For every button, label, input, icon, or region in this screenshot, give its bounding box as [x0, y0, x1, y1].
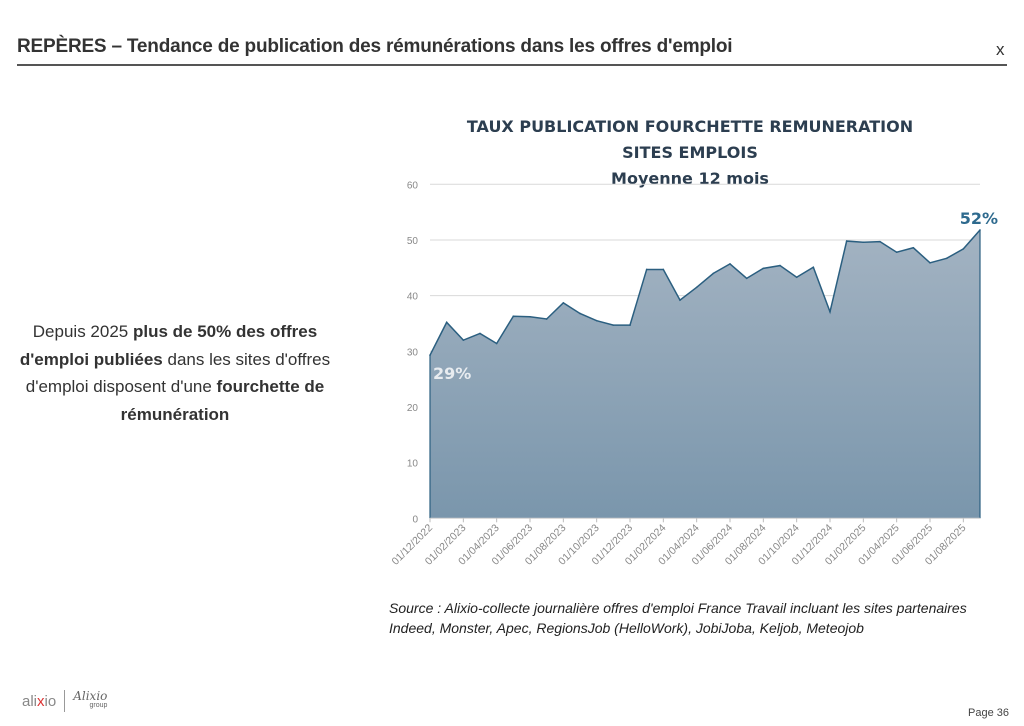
data-point [662, 268, 665, 271]
data-point [895, 251, 898, 254]
data-point [545, 318, 548, 320]
source-line1: Source : Alixio-collecte journalière off… [389, 600, 967, 616]
data-point [479, 332, 481, 335]
y-tick-label: 10 [407, 459, 419, 470]
series-line [429, 229, 981, 356]
data-point [862, 241, 865, 243]
data-point [612, 324, 615, 326]
insight-bold2: fourchette de rémunération [120, 377, 325, 424]
data-point [979, 229, 981, 231]
data-point [629, 324, 631, 326]
insight-part1: Depuis 2025 [32, 322, 133, 341]
data-point [562, 302, 565, 304]
data-point [812, 266, 815, 269]
chart-title-line2: SITES EMPLOIS [622, 143, 758, 162]
data-point [462, 339, 465, 341]
data-point [845, 240, 848, 242]
data-point [945, 257, 948, 260]
y-tick-label: 60 [407, 180, 419, 191]
insight-bold1: plus de 50% des offres d'emploi publiées [19, 322, 318, 369]
insight-part2: dans les sites d'offres d'emploi dispose… [25, 349, 331, 397]
data-point [745, 277, 748, 280]
y-tick-label: 40 [407, 292, 419, 303]
data-point [795, 276, 798, 279]
page-title: REPÈRES – Tendance de publication des ré… [17, 36, 733, 57]
data-point [495, 342, 498, 345]
logo-alixio: alixio [22, 692, 57, 710]
area-fill [430, 229, 980, 519]
data-point [962, 248, 965, 250]
close-button[interactable]: x [996, 40, 1005, 59]
end-value-label: 52% [960, 209, 998, 228]
key-insight-text: Depuis 2025 plus de 50% des offres d'emp… [5, 318, 345, 428]
page-number: Page 36 [968, 707, 1009, 719]
data-point [929, 261, 931, 264]
chart-subtitle: Moyenne 12 mois [611, 169, 769, 188]
y-tick-label: 30 [407, 347, 419, 358]
chart-source: Source : Alixio-collecte journalière off… [389, 598, 967, 638]
chart-title: TAUX PUBLICATION FOURCHETTE REMUNERATION… [440, 114, 940, 192]
data-point [779, 264, 781, 267]
data-point [729, 263, 731, 265]
data-point [829, 310, 831, 313]
data-point [679, 299, 681, 301]
data-point [445, 321, 448, 324]
company-logo: alixio Alixio group [22, 690, 107, 712]
data-point [429, 354, 431, 356]
data-point [762, 267, 765, 270]
data-point [712, 272, 715, 275]
data-point [595, 319, 598, 322]
data-point [695, 286, 698, 289]
source-line2: Indeed, Monster, Apec, RegionsJob (Hello… [389, 620, 864, 636]
data-point [645, 268, 648, 271]
data-point [912, 246, 915, 249]
logo-separator [64, 690, 66, 712]
start-value-label: 29% [433, 364, 471, 383]
logo-alixio-group: Alixio group [73, 689, 108, 709]
y-tick-label: 0 [412, 514, 418, 525]
chart-title-line1: TAUX PUBLICATION FOURCHETTE REMUNERATION [466, 117, 914, 136]
data-point [579, 312, 581, 315]
data-point [512, 315, 515, 318]
data-point [529, 315, 531, 318]
y-tick-label: 50 [407, 236, 419, 247]
data-point [879, 240, 881, 243]
y-tick-label: 20 [407, 403, 419, 414]
header-divider [17, 64, 1007, 66]
